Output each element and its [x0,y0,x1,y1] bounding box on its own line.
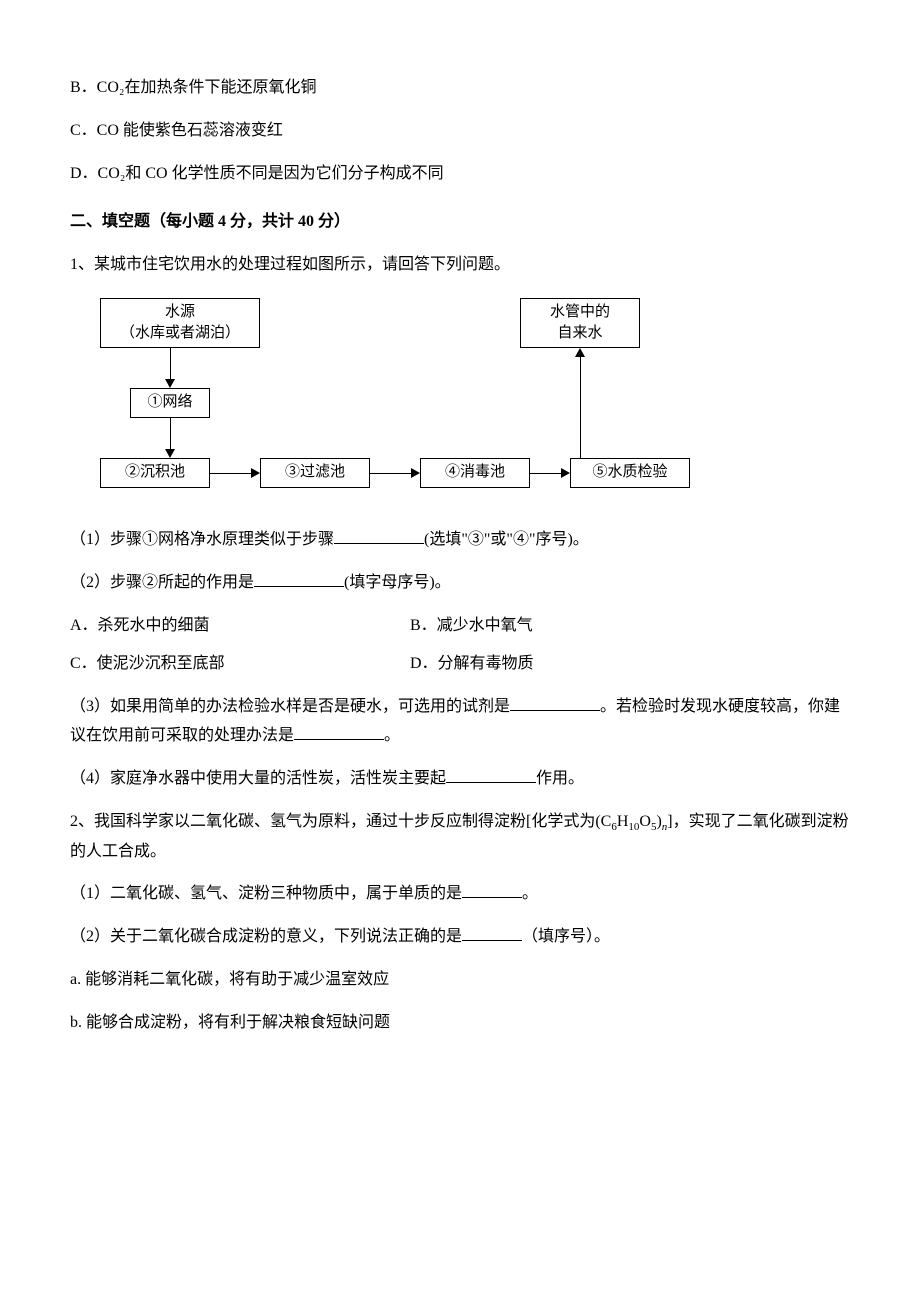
flow-tap-line2: 自来水 [557,323,602,344]
flow-arrow [370,473,412,474]
q2-stem-b: H [617,813,629,830]
flow-arrow-head [575,348,585,357]
blank-fill[interactable] [334,527,424,544]
q2-stem-c: O [639,813,651,830]
q1-p2-text-a: （2）步骤②所起的作用是 [70,574,254,591]
q1-p2-text-b: (填字母序号)。 [344,574,451,591]
flow-box-tap: 水管中的 自来水 [520,298,640,348]
flow-arrow-head [251,468,260,478]
flow-box-step4: ④消毒池 [420,458,530,488]
q1-p2-opt-d: D．分解有毒物质 [410,650,750,679]
flow-arrow [170,418,171,450]
flow-arrow-head [411,468,420,478]
flow-arrow-head [561,468,570,478]
q1-part3: （3）如果用简单的办法检验水样是否是硬水，可选用的试剂是。若检验时发现水硬度较高… [70,693,850,751]
flow-arrow [210,473,252,474]
flow-arrow [580,357,581,458]
flow-box-source: 水源 （水库或者湖泊） [100,298,260,348]
prev-option-b: B．CO₂在加热条件下能还原氧化铜 [70,74,850,103]
flow-arrow-head [165,379,175,388]
q1-p2-options-row2: C．使泥沙沉积至底部 D．分解有毒物质 [70,650,850,679]
flow-box-step1: ①网络 [130,388,210,418]
flow-tap-line1: 水管中的 [550,302,610,323]
q2-sub10: 10 [628,821,639,833]
q1-p1-text-a: （1）步骤①网格净水原理类似于步骤 [70,531,334,548]
flow-source-line2: （水库或者湖泊） [120,323,240,344]
prev-option-d: D．CO₂和 CO 化学性质不同是因为它们分子构成不同 [70,160,850,189]
flow-arrow-head [165,449,175,458]
q2-p1-text-a: （1）二氧化碳、氢气、淀粉三种物质中，属于单质的是 [70,885,462,902]
flow-arrow [530,473,562,474]
q1-p2-opt-a: A．杀死水中的细菌 [70,612,410,641]
flow-arrow [170,348,171,380]
q1-part1: （1）步骤①网格净水原理类似于步骤 (选填"③"或"④"序号)。 [70,526,850,555]
q1-p2-options-row1: A．杀死水中的细菌 B．减少水中氧气 [70,612,850,641]
q2-p2-text-b: （填序号）。 [522,928,610,945]
flow-source-line1: 水源 [165,302,195,323]
q1-p2-opt-b: B．减少水中氧气 [410,612,750,641]
section-2-title: 二、填空题（每小题 4 分，共计 40 分） [70,208,850,237]
q2-p2-text-a: （2）关于二氧化碳合成淀粉的意义，下列说法正确的是 [70,928,462,945]
q2-part1: （1）二氧化碳、氢气、淀粉三种物质中，属于单质的是 。 [70,880,850,909]
blank-fill[interactable] [462,881,522,898]
q1-p4-text-b: 作用。 [536,770,584,787]
q2-part2: （2）关于二氧化碳合成淀粉的意义，下列说法正确的是 （填序号）。 [70,923,850,952]
q1-p2-opt-c: C．使泥沙沉积至底部 [70,650,410,679]
flow-box-step2: ②沉积池 [100,458,210,488]
prev-option-c: C．CO 能使紫色石蕊溶液变红 [70,117,850,146]
q1-p4-text-a: （4）家庭净水器中使用大量的活性炭，活性炭主要起 [70,770,446,787]
blank-fill[interactable] [510,694,600,711]
q2-opt-a: a. 能够消耗二氧化碳，将有助于减少温室效应 [70,966,850,995]
blank-fill[interactable] [446,766,536,783]
q1-part2: （2）步骤②所起的作用是 (填字母序号)。 [70,569,850,598]
flow-box-step5: ⑤水质检验 [570,458,690,488]
blank-fill[interactable] [254,570,344,587]
flow-box-step3: ③过滤池 [260,458,370,488]
q1-flowchart: 水源 （水库或者湖泊） 水管中的 自来水 ①网络 ②沉积池 ③过滤池 ④消毒池 … [70,298,710,508]
blank-fill[interactable] [462,924,522,941]
q1-stem: 1、某城市住宅饮用水的处理过程如图所示，请回答下列问题。 [70,251,850,280]
q2-opt-b: b. 能够合成淀粉，将有利于解决粮食短缺问题 [70,1009,850,1038]
q2-stem-a: 2、我国科学家以二氧化碳、氢气为原料，通过十步反应制得淀粉[化学式为(C [70,813,611,830]
q1-part4: （4）家庭净水器中使用大量的活性炭，活性炭主要起 作用。 [70,765,850,794]
q2-stem: 2、我国科学家以二氧化碳、氢气为原料，通过十步反应制得淀粉[化学式为(C6H10… [70,808,850,867]
q1-p3-text-a: （3）如果用简单的办法检验水样是否是硬水，可选用的试剂是 [70,698,510,715]
q1-p1-text-b: (选填"③"或"④"序号)。 [424,531,589,548]
q1-p3-text-c: 。 [384,727,400,744]
q2-p1-text-b: 。 [522,885,538,902]
blank-fill[interactable] [294,723,384,740]
